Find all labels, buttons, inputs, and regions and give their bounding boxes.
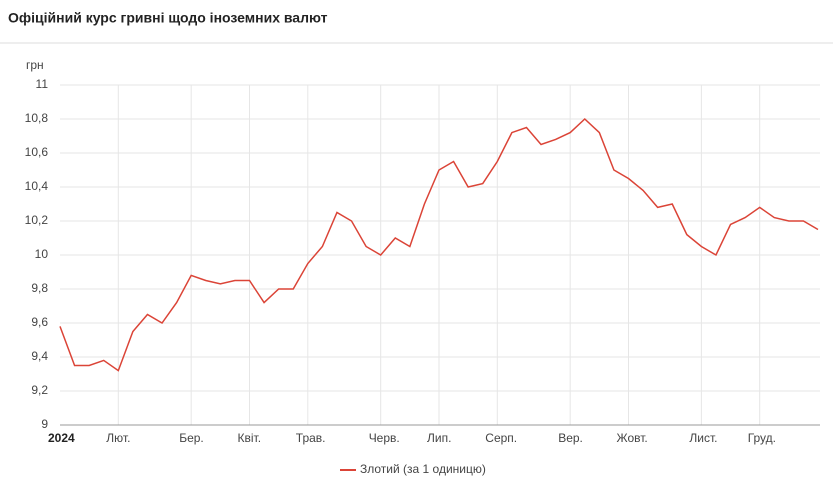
x-tick-label: Лист. [689, 431, 717, 445]
x-tick-label: 2024 [48, 431, 75, 445]
y-axis-label: грн [26, 58, 44, 72]
y-tick-label: 10,8 [25, 111, 49, 125]
x-tick-label: Лип. [427, 431, 451, 445]
y-tick-label: 10,2 [25, 213, 49, 227]
y-tick-label: 9,8 [31, 281, 48, 295]
y-tick-label: 11 [36, 77, 49, 91]
y-tick-label: 9 [41, 417, 48, 431]
y-tick-label: 10 [35, 247, 49, 261]
x-tick-label: Вер. [558, 431, 583, 445]
y-tick-label: 9,6 [31, 315, 48, 329]
x-tick-label: Бер. [179, 431, 204, 445]
y-tick-label: 9,2 [31, 383, 48, 397]
x-tick-label: Серп. [485, 431, 517, 445]
chart-title: Офіційний курс гривні щодо іноземних вал… [8, 10, 328, 26]
x-tick-label: Лют. [106, 431, 130, 445]
x-tick-label: Груд. [748, 431, 776, 445]
x-tick-label: Трав. [296, 431, 326, 445]
line-series [59, 117, 819, 372]
x-tick-label: Черв. [369, 431, 400, 445]
y-tick-label: 10,4 [25, 179, 49, 193]
x-tick-label: Жовт. [617, 431, 648, 445]
legend-label: Злотий (за 1 одиницю) [360, 462, 486, 476]
y-tick-label: 10,6 [25, 145, 49, 159]
x-tick-label: Квіт. [238, 431, 262, 445]
y-tick-label: 9,4 [31, 349, 48, 363]
